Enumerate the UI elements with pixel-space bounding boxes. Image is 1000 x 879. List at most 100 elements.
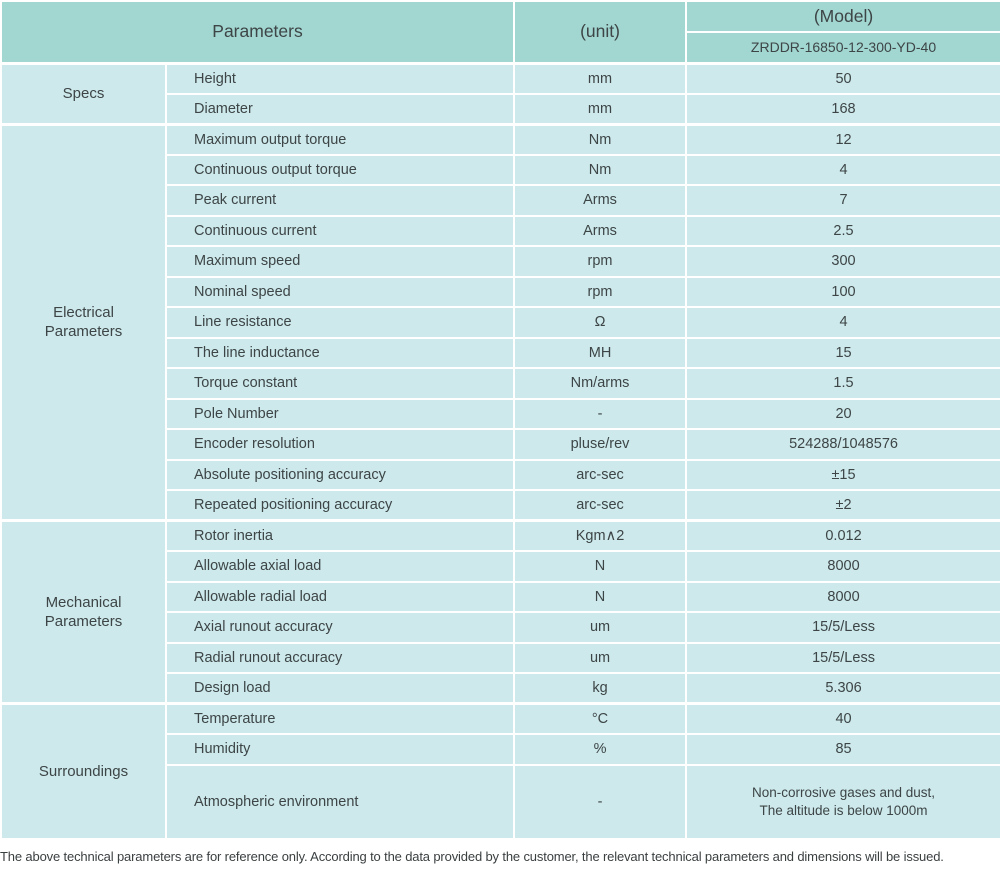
unit-cell: - <box>513 763 688 840</box>
table-row: Encoder resolution pluse/rev 524288/1048… <box>1 428 1000 461</box>
value-cell: 4 <box>685 153 1000 186</box>
unit-cell: Nm <box>513 122 688 156</box>
unit-cell: N <box>513 550 688 583</box>
table-row: Axial runout accuracy um 15/5/Less <box>1 611 1000 644</box>
value-cell: 40 <box>685 702 1000 735</box>
unit-cell: - <box>513 397 688 430</box>
param-name-cell: Torque constant <box>164 367 516 400</box>
param-name-cell: Repeated positioning accuracy <box>164 489 516 522</box>
spec-table: Parameters (unit) (Model) ZRDDR-16850-12… <box>0 0 1000 840</box>
value-cell: ±2 <box>685 489 1000 522</box>
table-row: Diameter mm 168 <box>1 92 1000 125</box>
unit-cell: mm <box>513 92 688 125</box>
param-name-cell: Absolute positioning accuracy <box>164 458 516 491</box>
model-number: ZRDDR-16850-12-300-YD-40 <box>685 31 1000 64</box>
value-cell: 12 <box>685 122 1000 156</box>
header-row: Parameters (unit) (Model) <box>0 0 1000 64</box>
footnote: The above technical parameters are for r… <box>0 848 944 864</box>
value-cell: 7 <box>685 184 1000 217</box>
unit-cell: arc-sec <box>513 458 688 491</box>
value-cell: ±15 <box>685 458 1000 491</box>
table-row: Peak current Arms 7 <box>1 184 1000 217</box>
unit-cell: MH <box>513 336 688 369</box>
param-name-cell: Design load <box>164 672 516 705</box>
parameters-header: Parameters <box>0 0 516 64</box>
param-name-cell: Allowable radial load <box>164 580 516 613</box>
param-name-cell: Humidity <box>164 733 516 766</box>
model-header: (Model) <box>685 0 1000 33</box>
value-cell: 15/5/Less <box>685 641 1000 674</box>
unit-cell: Arms <box>513 214 688 247</box>
section-label-surroundings: Surroundings <box>0 702 167 840</box>
unit-cell: kg <box>513 672 688 705</box>
param-name-cell: Axial runout accuracy <box>164 611 516 644</box>
param-name-cell: Peak current <box>164 184 516 217</box>
unit-cell: um <box>513 611 688 644</box>
table-row: Humidity % 85 <box>1 733 1000 766</box>
value-cell: 2.5 <box>685 214 1000 247</box>
unit-cell: °C <box>513 702 688 735</box>
header-row: ZRDDR-16850-12-300-YD-40 <box>1 31 1000 64</box>
value-cell: 20 <box>685 397 1000 430</box>
value-cell: 5.306 <box>685 672 1000 705</box>
value-cell: 8000 <box>685 580 1000 613</box>
unit-cell: Ω <box>513 306 688 339</box>
unit-header: (unit) <box>513 0 688 64</box>
table-row: Design load kg 5.306 <box>1 672 1000 705</box>
value-cell: 0.012 <box>685 519 1000 552</box>
value-cell: 85 <box>685 733 1000 766</box>
param-name-cell: Height <box>164 61 516 95</box>
param-name-cell: Diameter <box>164 92 516 125</box>
table-row: Allowable axial load N 8000 <box>1 550 1000 583</box>
value-cell: Non-corrosive gases and dust, The altitu… <box>685 763 1000 840</box>
unit-cell: rpm <box>513 275 688 308</box>
param-name-cell: Radial runout accuracy <box>164 641 516 674</box>
table-row: Mechanical Parameters Rotor inertia Kgm∧… <box>0 519 1000 705</box>
table-body: Specs Height mm 50 Diameter mm 168 Elect… <box>0 61 1000 840</box>
value-cell: 168 <box>685 92 1000 125</box>
unit-cell: arc-sec <box>513 489 688 522</box>
section-label-mechanical: Mechanical Parameters <box>0 519 167 705</box>
param-name-cell: Encoder resolution <box>164 428 516 461</box>
table-row: Torque constant Nm/arms 1.5 <box>1 367 1000 400</box>
section-label-electrical: Electrical Parameters <box>0 122 167 522</box>
value-cell: 50 <box>685 61 1000 95</box>
param-name-cell: The line inductance <box>164 336 516 369</box>
unit-cell: % <box>513 733 688 766</box>
param-name-cell: Continuous current <box>164 214 516 247</box>
value-cell: 1.5 <box>685 367 1000 400</box>
unit-cell: Nm/arms <box>513 367 688 400</box>
param-name-cell: Maximum speed <box>164 245 516 278</box>
table-row: Continuous current Arms 2.5 <box>1 214 1000 247</box>
table-row: Specs Height mm 50 <box>0 61 1000 125</box>
param-name-cell: Allowable axial load <box>164 550 516 583</box>
param-name-cell: Pole Number <box>164 397 516 430</box>
param-name-cell: Atmospheric environment <box>164 763 516 840</box>
unit-cell: Arms <box>513 184 688 217</box>
param-name-cell: Line resistance <box>164 306 516 339</box>
unit-cell: pluse/rev <box>513 428 688 461</box>
table-header: Parameters (unit) (Model) ZRDDR-16850-12… <box>0 0 1000 64</box>
param-name-cell: Nominal speed <box>164 275 516 308</box>
table-row: Maximum speed rpm 300 <box>1 245 1000 278</box>
value-cell: 15/5/Less <box>685 611 1000 644</box>
unit-cell: mm <box>513 61 688 95</box>
unit-cell: rpm <box>513 245 688 278</box>
unit-cell: Nm <box>513 153 688 186</box>
unit-cell: um <box>513 641 688 674</box>
param-name-cell: Temperature <box>164 702 516 735</box>
table-row: Atmospheric environment - Non-corrosive … <box>1 763 1000 840</box>
table-row: Surroundings Temperature °C 40 <box>0 702 1000 840</box>
table-row: Line resistance Ω 4 <box>1 306 1000 339</box>
value-cell: 524288/1048576 <box>685 428 1000 461</box>
value-cell: 15 <box>685 336 1000 369</box>
table-row: Absolute positioning accuracy arc-sec ±1… <box>1 458 1000 491</box>
value-cell: 100 <box>685 275 1000 308</box>
value-cell: 4 <box>685 306 1000 339</box>
table-row: Repeated positioning accuracy arc-sec ±2 <box>1 489 1000 522</box>
table-row: The line inductance MH 15 <box>1 336 1000 369</box>
table-row: Electrical Parameters Maximum output tor… <box>0 122 1000 522</box>
section-label-specs: Specs <box>0 61 167 125</box>
table-row: Continuous output torque Nm 4 <box>1 153 1000 186</box>
param-name-cell: Continuous output torque <box>164 153 516 186</box>
